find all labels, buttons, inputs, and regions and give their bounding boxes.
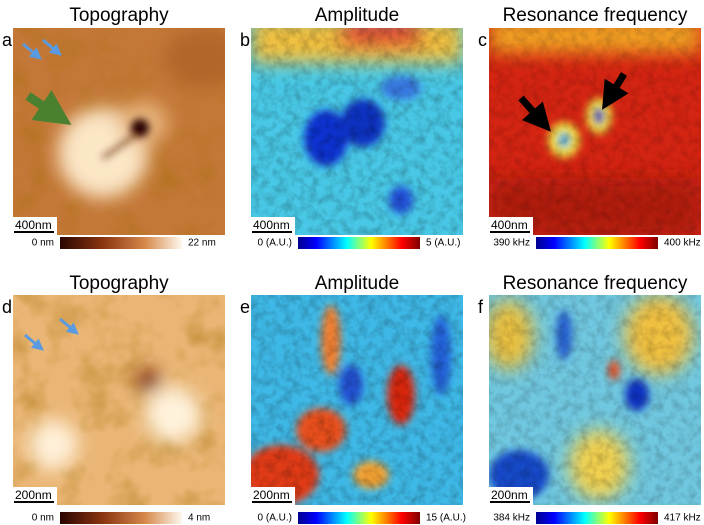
panel-title: Amplitude [315,5,400,26]
panel-letter: e [240,297,250,317]
colorbar-min: 0 nm [32,513,54,524]
scale-bar-box [13,487,57,505]
colorbar-min: 0 nm [32,238,54,249]
panel-title: Topography [69,5,169,26]
image-a [13,28,225,235]
colorbar-max: 5 (A.U.) [426,238,460,249]
image-e [251,295,463,505]
panel-title: Resonance frequency [503,5,688,26]
scale-bar-label: 400nm [491,218,528,232]
panel-letter: f [478,297,484,317]
scale-bar [490,231,530,233]
panel-letter: b [240,30,250,50]
panel-letter: d [2,297,12,317]
colorbar-max: 417 kHz [664,513,701,524]
scale-bar-box [13,217,57,235]
scale-bar [252,231,292,233]
colorbar [536,237,658,249]
colorbar-min: 384 kHz [493,513,530,524]
colorbar [60,512,182,524]
scale-bar [14,501,54,503]
image-c [489,28,701,235]
panel-letter: a [2,30,13,50]
colorbar-max: 15 (A.U.) [426,513,466,524]
labels: a Topography 400nm 0 nm 22 nm b Amplitude 400nm… [2,5,701,524]
colorbar [298,512,420,524]
scale-bar-box [251,487,295,505]
scale-bar-box [489,217,533,235]
scale-bar-box [489,487,533,505]
scale-bar-label: 400nm [15,218,52,232]
image-b [251,28,463,235]
image-f [489,295,701,505]
colorbar [536,512,658,524]
scale-bar-box [251,217,295,235]
scale-bar-label: 200nm [15,488,52,502]
colorbar-min: 0 (A.U.) [258,238,292,249]
scale-bar [490,501,530,503]
colorbar-max: 22 nm [188,238,216,249]
scale-bar-label: 200nm [491,488,528,502]
scale-bar-label: 200nm [253,488,290,502]
colorbar-min: 390 kHz [493,238,530,249]
image-d [13,295,225,505]
panel-title: Resonance frequency [503,273,688,294]
colorbar [60,237,182,249]
panel-title: Amplitude [315,273,400,294]
colorbar [298,237,420,249]
scale-bar [252,501,292,503]
scale-bar [14,231,54,233]
scale-bar-label: 400nm [253,218,290,232]
panel-letter: c [478,30,487,50]
colorbar-min: 0 (A.U.) [258,513,292,524]
panel-title: Topography [69,273,169,294]
colorbar-max: 400 kHz [664,238,701,249]
colorbar-max: 4 nm [188,513,210,524]
